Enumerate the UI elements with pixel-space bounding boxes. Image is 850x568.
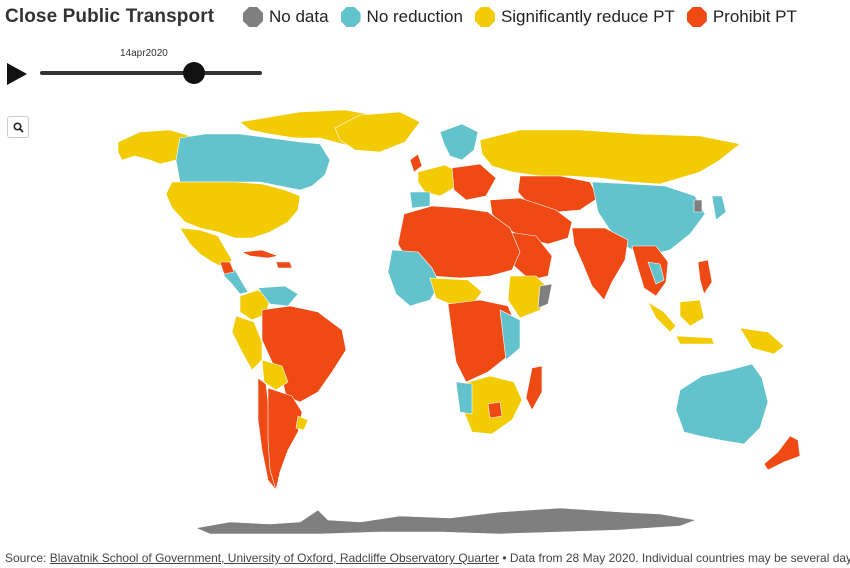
- region-new-guinea[interactable]: [739, 327, 785, 355]
- region-korea[interactable]: [693, 199, 703, 213]
- legend-label-significantly-reduce: Significantly reduce PT: [500, 7, 675, 26]
- legend-label-no-data: No data: [269, 7, 329, 26]
- region-central-asia[interactable]: [517, 175, 599, 213]
- legend-label-prohibit: Prohibit PT: [712, 7, 797, 26]
- legend-label-no-reduction: No reduction: [366, 7, 463, 26]
- timeline-slider-track[interactable]: [40, 71, 262, 75]
- legend-swatch-no-data: [243, 7, 263, 27]
- region-australia[interactable]: [675, 363, 769, 445]
- play-icon[interactable]: [6, 62, 28, 86]
- legend-item-significantly-reduce[interactable]: Significantly reduce PT: [474, 7, 675, 27]
- region-sumatra[interactable]: [647, 301, 677, 333]
- region-alaska[interactable]: [117, 129, 191, 165]
- region-uk[interactable]: [409, 153, 423, 173]
- region-uruguay[interactable]: [295, 415, 309, 431]
- region-hispaniola[interactable]: [275, 261, 293, 269]
- region-central-africa[interactable]: [447, 299, 519, 383]
- region-russia[interactable]: [479, 129, 741, 185]
- region-south-africa[interactable]: [487, 401, 503, 419]
- map-title: Close Public Transport: [5, 6, 215, 27]
- search-icon: [12, 121, 24, 133]
- region-philippines[interactable]: [697, 259, 713, 295]
- legend-item-prohibit[interactable]: Prohibit PT: [686, 7, 797, 27]
- region-india[interactable]: [571, 227, 629, 301]
- legend: No data No reduction Significantly reduc…: [243, 7, 809, 27]
- region-guatemala[interactable]: [219, 261, 235, 275]
- region-scandinavia[interactable]: [439, 123, 479, 161]
- source-footer: Source: Blavatnik School of Government, …: [5, 551, 850, 565]
- region-argentina[interactable]: [267, 387, 303, 491]
- region-peru[interactable]: [231, 315, 263, 371]
- region-venezuela[interactable]: [257, 285, 299, 307]
- region-west-africa[interactable]: [387, 249, 441, 307]
- region-japan[interactable]: [711, 195, 727, 221]
- region-borneo[interactable]: [679, 299, 705, 327]
- legend-item-no-data[interactable]: No data: [243, 7, 329, 27]
- region-antarctica[interactable]: [195, 507, 697, 535]
- region-iberia[interactable]: [409, 191, 431, 209]
- region-usa[interactable]: [165, 181, 301, 239]
- timeline-slider-thumb[interactable]: [183, 62, 205, 84]
- region-java[interactable]: [675, 335, 715, 345]
- region-canada[interactable]: [175, 133, 331, 191]
- region-central-europe[interactable]: [451, 163, 497, 201]
- region-namibia[interactable]: [455, 381, 473, 415]
- region-new-zealand[interactable]: [763, 435, 801, 471]
- footer-suffix: • Data from 28 May 2020. Individual coun…: [499, 551, 850, 565]
- region-somalia[interactable]: [537, 283, 553, 309]
- region-greenland[interactable]: [334, 111, 421, 153]
- source-link[interactable]: Blavatnik School of Government, Universi…: [49, 551, 499, 565]
- legend-swatch-no-reduction: [340, 7, 361, 27]
- region-southeast-asia[interactable]: [631, 245, 669, 297]
- region-western-europe[interactable]: [417, 164, 459, 197]
- region-bolivia[interactable]: [261, 359, 289, 391]
- slider-date-label: 14apr2020: [120, 48, 168, 59]
- legend-swatch-prohibit: [686, 7, 707, 27]
- region-sahel[interactable]: [429, 277, 483, 305]
- zoom-button[interactable]: [7, 116, 29, 138]
- region-madagascar[interactable]: [525, 365, 543, 411]
- footer-prefix: Source:: [5, 551, 50, 565]
- legend-item-no-reduction[interactable]: No reduction: [340, 7, 463, 27]
- legend-swatch-significantly-reduce: [474, 7, 495, 27]
- region-myanmar-thai[interactable]: [647, 261, 665, 285]
- region-cuba[interactable]: [241, 249, 279, 259]
- region-east-coast-africa[interactable]: [499, 309, 521, 361]
